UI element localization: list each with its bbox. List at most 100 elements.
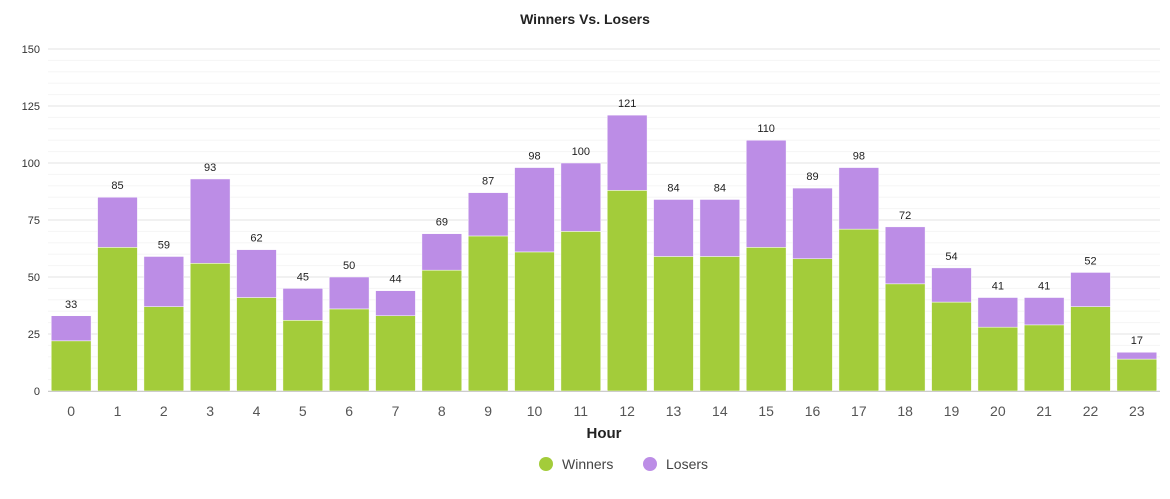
total-label-18: 72 [899, 210, 911, 222]
bar-losers-0 [50, 315, 92, 342]
bar-winners-6 [328, 308, 370, 392]
y-tick-label: 150 [22, 44, 40, 56]
total-label-17: 98 [853, 151, 865, 163]
bar-winners-22 [1070, 306, 1111, 392]
bars [50, 114, 1158, 392]
bar-losers-22 [1070, 272, 1111, 307]
total-label-2: 59 [158, 239, 170, 251]
bar-winners-14 [699, 256, 741, 392]
x-tick-label-21: 21 [1036, 403, 1052, 419]
bar-winners-12 [606, 190, 648, 392]
x-tick-label-2: 2 [160, 403, 168, 419]
bar-losers-3 [189, 178, 231, 264]
bar-winners-23 [1116, 358, 1158, 392]
bar-losers-12 [606, 114, 648, 191]
bar-winners-20 [977, 326, 1019, 392]
total-label-7: 44 [389, 274, 401, 286]
total-label-12: 121 [618, 98, 636, 110]
x-tick-label-8: 8 [438, 403, 446, 419]
total-label-10: 98 [528, 151, 540, 163]
legend-marker-losers [643, 457, 657, 471]
x-tick-label-1: 1 [114, 403, 122, 419]
total-label-8: 69 [436, 217, 448, 229]
total-label-23: 17 [1131, 335, 1143, 347]
total-label-6: 50 [343, 260, 355, 272]
bar-losers-20 [977, 297, 1019, 328]
bar-losers-17 [838, 167, 880, 230]
bar-losers-4 [236, 249, 277, 298]
bar-losers-21 [1023, 297, 1065, 326]
bar-losers-16 [792, 187, 833, 260]
y-axis-ticks: 0 25 50 75 100 125 150 [22, 44, 40, 398]
bar-winners-19 [931, 301, 972, 392]
x-tick-label-10: 10 [527, 403, 543, 419]
legend-label-losers: Losers [666, 456, 708, 472]
bar-winners-16 [792, 258, 833, 392]
total-label-0: 33 [65, 299, 77, 311]
y-tick-label: 75 [28, 215, 40, 227]
bar-winners-5 [282, 320, 324, 392]
bar-losers-13 [653, 199, 694, 257]
bar-winners-18 [884, 283, 926, 392]
bar-losers-11 [560, 162, 602, 232]
bar-winners-11 [560, 231, 602, 392]
x-tick-label-5: 5 [299, 403, 307, 419]
total-label-5: 45 [297, 271, 309, 283]
y-tick-label: 0 [34, 386, 40, 398]
legend-marker-winners [539, 457, 553, 471]
x-axis-label: Hour [587, 425, 622, 442]
x-tick-label-16: 16 [805, 403, 821, 419]
bar-losers-23 [1116, 351, 1158, 360]
bar-winners-8 [421, 269, 463, 392]
y-tick-label: 100 [22, 158, 40, 170]
bar-winners-0 [50, 340, 92, 392]
bar-winners-9 [467, 235, 509, 392]
bar-losers-7 [375, 290, 416, 317]
bar-losers-1 [97, 196, 138, 248]
bar-winners-4 [236, 297, 277, 392]
data-labels: 33 85 59 93 62 45 50 44 69 87 98 100 121 84 84 110 89 98 7… [65, 98, 1143, 347]
x-tick-label-13: 13 [666, 403, 682, 419]
total-label-19: 54 [945, 251, 957, 263]
bar-winners-17 [838, 228, 880, 392]
x-tick-label-18: 18 [897, 403, 913, 419]
x-tick-label-15: 15 [758, 403, 774, 419]
x-tick-label-22: 22 [1083, 403, 1099, 419]
total-label-1: 85 [111, 180, 123, 192]
y-tick-label: 25 [28, 329, 40, 341]
bar-winners-13 [653, 256, 694, 392]
total-label-14: 84 [714, 182, 726, 194]
bar-losers-15 [745, 139, 787, 248]
bar-losers-8 [421, 233, 463, 271]
bar-losers-10 [514, 167, 555, 253]
bar-losers-2 [143, 256, 185, 307]
bar-losers-19 [931, 267, 972, 303]
total-label-13: 84 [667, 182, 679, 194]
total-label-22: 52 [1084, 255, 1096, 267]
bar-winners-21 [1023, 324, 1065, 392]
x-tick-label-12: 12 [619, 403, 635, 419]
x-tick-label-4: 4 [253, 403, 261, 419]
total-label-15: 110 [757, 123, 775, 135]
x-tick-label-9: 9 [484, 403, 492, 419]
bar-winners-7 [375, 315, 416, 392]
grid-lines [48, 48, 1160, 392]
bar-losers-9 [467, 192, 509, 237]
x-axis-ticks: 0 1 2 3 4 5 6 7 8 9 10 11 12 13 14 15 16 17 18 19 20 21 22 23 [67, 403, 1145, 419]
x-tick-label-19: 19 [944, 403, 960, 419]
y-tick-label: 50 [28, 272, 40, 284]
bar-winners-2 [143, 306, 185, 392]
x-tick-label-11: 11 [574, 403, 589, 419]
bar-losers-18 [884, 226, 926, 285]
total-label-11: 100 [572, 146, 590, 158]
x-tick-label-20: 20 [990, 403, 1006, 419]
x-tick-label-7: 7 [392, 403, 400, 419]
bar-winners-1 [97, 247, 138, 392]
x-tick-label-6: 6 [345, 403, 353, 419]
x-tick-label-0: 0 [67, 403, 75, 419]
total-label-4: 62 [250, 233, 262, 245]
legend-label-winners: Winners [562, 456, 613, 472]
legend: Winners Losers [539, 456, 708, 472]
x-tick-label-17: 17 [851, 403, 867, 419]
